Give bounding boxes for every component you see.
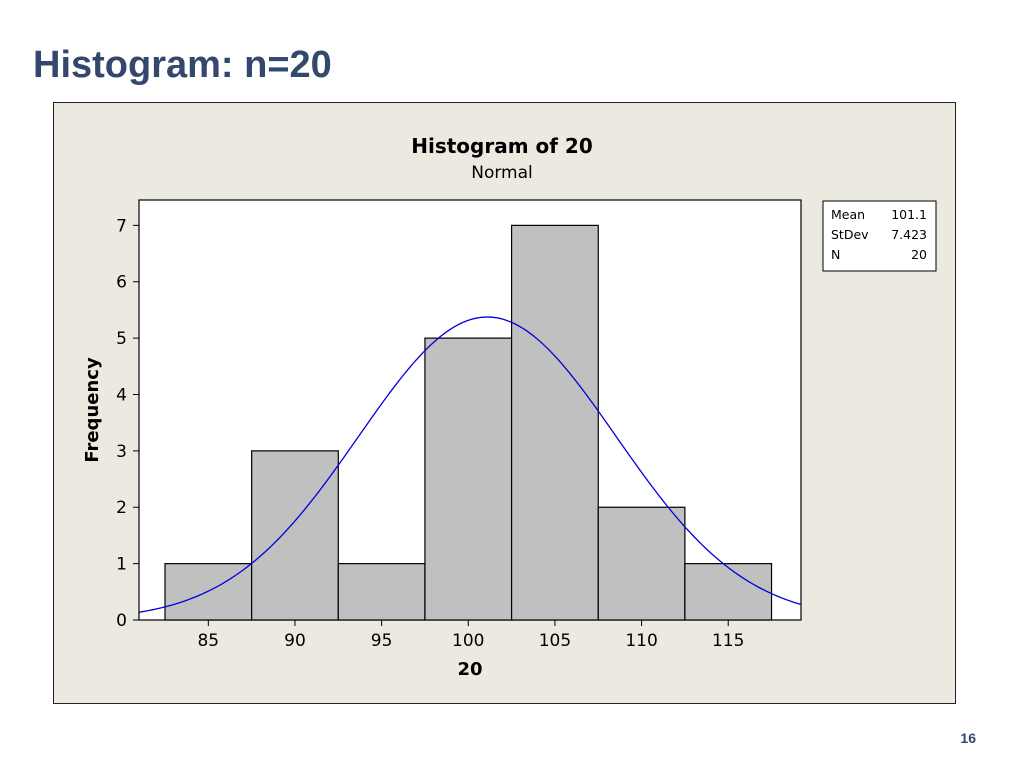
y-tick-label: 3 [116, 442, 127, 462]
stats-box-border [822, 200, 937, 272]
y-tick-label: 5 [116, 329, 127, 349]
histogram-bar [597, 506, 686, 621]
bars-layer [164, 224, 773, 621]
chart-title: Histogram of 20 [411, 134, 593, 158]
y-tick-label: 4 [116, 385, 127, 405]
y-tick-label: 2 [116, 498, 127, 518]
axes-layer: 85 90 95 100 105 110 115 0 1 2 3 4 5 6 7 [116, 216, 744, 651]
histogram-chart: Histogram of 20 Normal 85 90 95 100 105 110 11… [82, 134, 937, 680]
stats-value: 101.1 [891, 207, 927, 222]
stats-value: 20 [911, 247, 927, 262]
histogram-bar [251, 450, 339, 621]
y-axis-label: Frequency [82, 357, 103, 463]
x-tick-label: 95 [371, 631, 393, 651]
y-tick-label: 0 [116, 611, 127, 631]
y-tick-label: 1 [116, 555, 127, 575]
curve-layer [138, 316, 802, 613]
y-tick-label: 6 [116, 273, 127, 293]
x-tick-label: 100 [452, 631, 484, 651]
normal-fit-curve [138, 316, 802, 613]
slide-title: Histogram: n=20 [33, 44, 332, 86]
stats-label: N [831, 247, 840, 262]
x-tick-label: 115 [712, 631, 744, 651]
histogram-bar [337, 563, 426, 621]
histogram-bar [684, 563, 773, 621]
stats-label: StDev [831, 227, 869, 242]
chart-subtitle: Normal [471, 163, 533, 183]
x-tick-label: 90 [284, 631, 306, 651]
x-tick-label: 110 [625, 631, 657, 651]
x-tick-label: 85 [197, 631, 219, 651]
histogram-bar [510, 224, 599, 621]
histogram-bar [424, 337, 513, 621]
y-tick-label: 7 [116, 216, 127, 236]
stats-legend-box: Mean 101.1 StDev 7.423 N 20 [822, 200, 937, 272]
x-axis-label: 20 [457, 659, 482, 680]
x-tick-label: 105 [539, 631, 571, 651]
page-number: 16 [960, 730, 976, 746]
stats-label: Mean [831, 207, 865, 222]
stats-value: 7.423 [891, 227, 927, 242]
